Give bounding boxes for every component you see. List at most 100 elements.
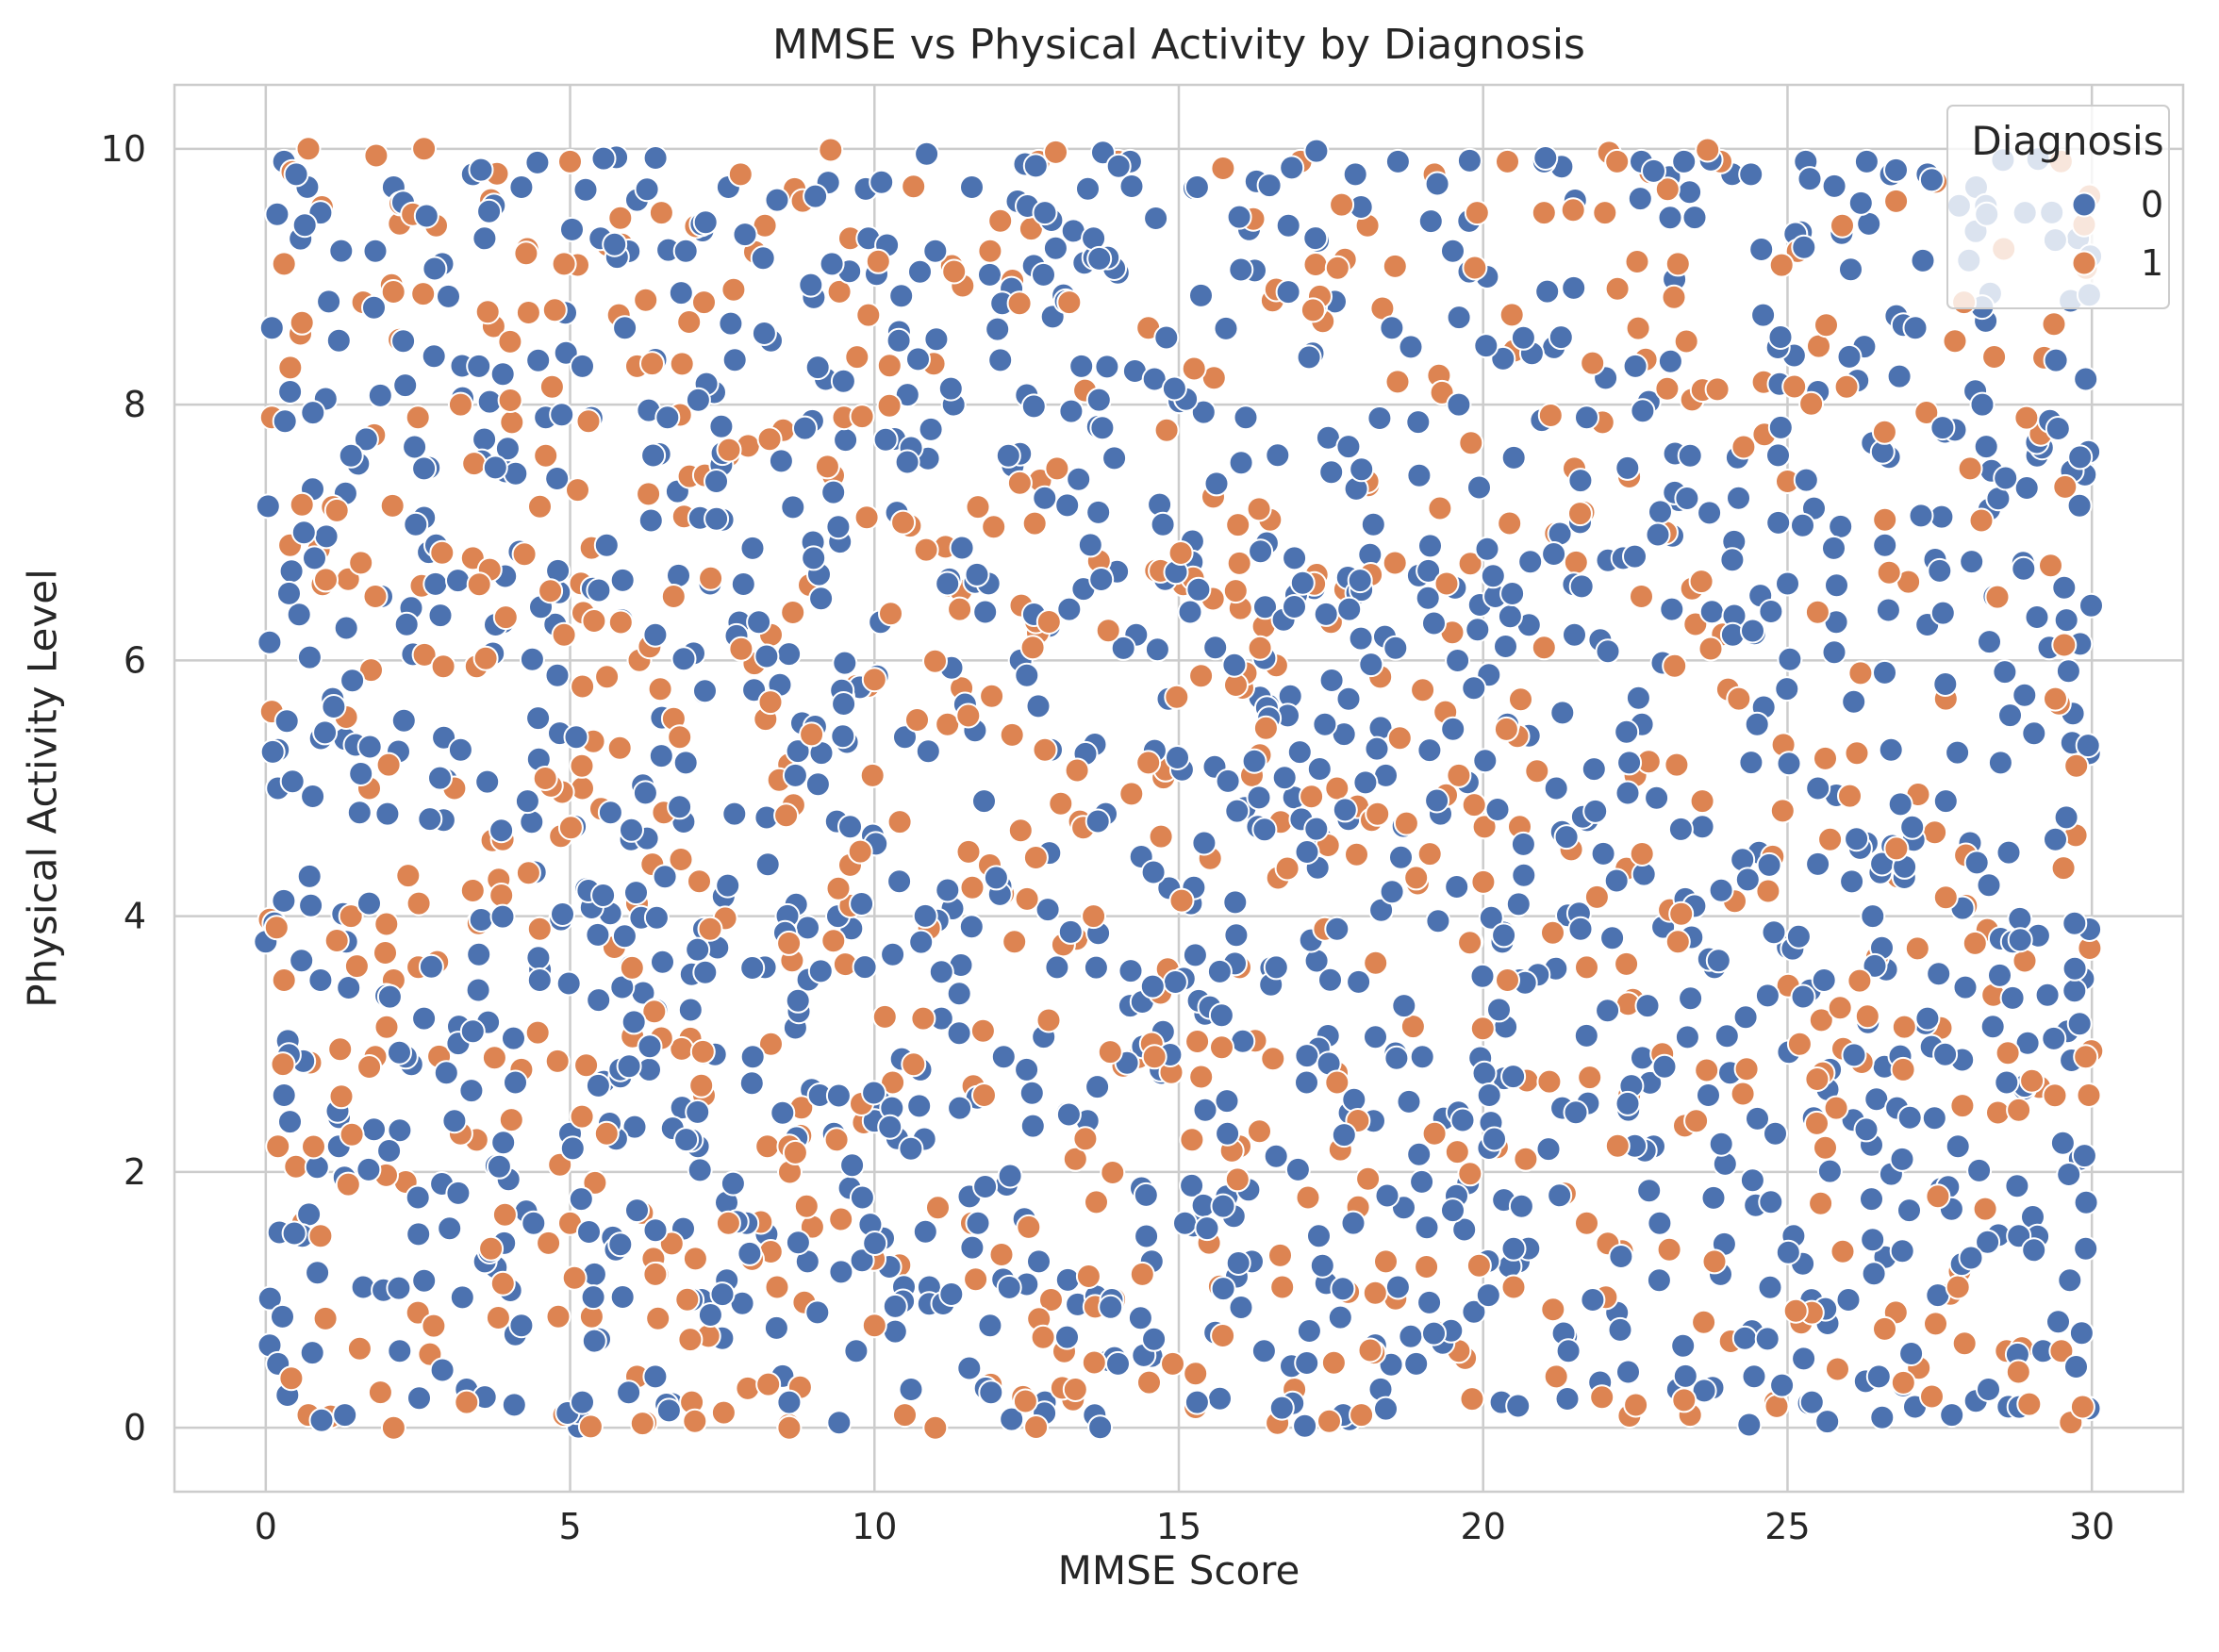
scatter-point-diagnosis-1 [1493, 716, 1519, 742]
scatter-point-diagnosis-0 [393, 611, 420, 637]
scatter-point-diagnosis-1 [1081, 903, 1107, 930]
scatter-point-diagnosis-0 [437, 1215, 463, 1242]
scatter-point-diagnosis-0 [346, 800, 373, 826]
scatter-point-diagnosis-0 [501, 1392, 527, 1418]
scatter-point-diagnosis-0 [1860, 1227, 1886, 1253]
scatter-point-diagnosis-1 [1823, 1095, 1849, 1121]
scatter-point-diagnosis-1 [999, 721, 1025, 748]
scatter-point-diagnosis-1 [1469, 1016, 1496, 1042]
scatter-point-diagnosis-1 [1804, 599, 1830, 625]
scatter-point-diagnosis-0 [1471, 1060, 1498, 1086]
scatter-point-diagnosis-0 [1188, 282, 1214, 308]
scatter-point-diagnosis-0 [1083, 954, 1109, 981]
scatter-point-diagnosis-0 [580, 1284, 606, 1311]
scatter-point-diagnosis-0 [1373, 1396, 1399, 1422]
scatter-point-diagnosis-0 [362, 238, 389, 264]
scatter-point-diagnosis-1 [757, 689, 784, 716]
scatter-point-diagnosis-1 [1804, 1110, 1830, 1136]
scatter-point-diagnosis-0 [1191, 830, 1217, 856]
scatter-point-diagnosis-0 [839, 1152, 866, 1179]
scatter-point-diagnosis-0 [277, 379, 304, 405]
scatter-point-diagnosis-0 [1553, 824, 1580, 851]
scatter-point-diagnosis-1 [1524, 758, 1550, 785]
scatter-point-diagnosis-0 [271, 887, 297, 914]
scatter-point-diagnosis-0 [739, 955, 766, 981]
scatter-point-diagnosis-1 [538, 578, 564, 604]
scatter-point-diagnosis-0 [738, 1070, 765, 1097]
scatter-point-diagnosis-0 [739, 535, 766, 561]
scatter-point-diagnosis-0 [1756, 851, 1782, 878]
scatter-point-diagnosis-0 [1296, 1318, 1322, 1344]
scatter-point-diagnosis-0 [1383, 1045, 1410, 1071]
scatter-point-diagnosis-0 [1616, 750, 1643, 776]
scatter-point-diagnosis-0 [1203, 471, 1230, 497]
scatter-point-diagnosis-1 [557, 148, 583, 174]
scatter-point-diagnosis-0 [1474, 536, 1500, 562]
scatter-point-diagnosis-1 [1499, 302, 1525, 328]
scatter-point-diagnosis-0 [2013, 475, 2040, 501]
scatter-point-diagnosis-0 [465, 977, 491, 1003]
scatter-point-diagnosis-0 [1265, 442, 1291, 469]
scatter-point-diagnosis-0 [776, 1389, 803, 1415]
scatter-point-diagnosis-0 [652, 864, 678, 890]
scatter-point-diagnosis-1 [489, 883, 515, 908]
scatter-point-diagnosis-1 [865, 248, 891, 274]
scatter-point-diagnosis-1 [988, 1242, 1015, 1267]
scatter-point-diagnosis-1 [1833, 373, 1860, 400]
scatter-point-diagnosis-0 [1317, 966, 1343, 993]
scatter-point-diagnosis-0 [544, 466, 571, 491]
scatter-point-diagnosis-0 [1761, 919, 1787, 946]
scatter-point-diagnosis-0 [655, 1397, 682, 1424]
scatter-point-diagnosis-0 [1581, 756, 1607, 783]
scatter-point-diagnosis-1 [2042, 1082, 2068, 1109]
scatter-point-diagnosis-1 [849, 404, 875, 430]
scatter-point-diagnosis-0 [2041, 1025, 2067, 1051]
scatter-point-diagnosis-0 [1275, 212, 1301, 239]
scatter-point-diagnosis-0 [325, 327, 352, 354]
scatter-point-diagnosis-0 [1056, 596, 1083, 622]
scatter-point-diagnosis-0 [1561, 274, 1587, 301]
scatter-point-diagnosis-0 [1744, 711, 1770, 737]
scatter-point-diagnosis-0 [1327, 1304, 1353, 1330]
scatter-point-diagnosis-0 [1358, 652, 1384, 678]
scatter-point-diagnosis-1 [1274, 855, 1300, 882]
scatter-point-diagnosis-1 [1883, 835, 1910, 862]
scatter-point-diagnosis-0 [1993, 465, 2019, 491]
scatter-point-diagnosis-0 [1473, 333, 1499, 359]
scatter-point-diagnosis-1 [1574, 954, 1599, 981]
scatter-point-diagnosis-0 [1732, 1004, 1759, 1031]
scatter-point-diagnosis-1 [910, 1005, 936, 1032]
scatter-point-diagnosis-0 [1741, 1363, 1767, 1390]
scatter-point-diagnosis-0 [1678, 985, 1704, 1012]
scatter-point-diagnosis-0 [886, 868, 913, 895]
scatter-point-diagnosis-1 [606, 735, 633, 761]
scatter-point-diagnosis-0 [1932, 788, 1959, 815]
scatter-point-diagnosis-0 [289, 948, 315, 974]
scatter-point-diagnosis-1 [1949, 1093, 1976, 1119]
scatter-point-diagnosis-0 [1910, 247, 1936, 273]
scatter-point-diagnosis-0 [1486, 997, 1512, 1023]
scatter-point-diagnosis-0 [1767, 414, 1794, 440]
scatter-point-diagnosis-0 [648, 743, 674, 769]
scatter-point-diagnosis-0 [1446, 305, 1472, 331]
scatter-point-diagnosis-1 [1022, 845, 1049, 870]
scatter-point-diagnosis-0 [785, 987, 811, 1014]
scatter-point-diagnosis-0 [642, 145, 669, 171]
scatter-point-diagnosis-0 [746, 609, 772, 636]
scatter-point-diagnosis-1 [710, 1399, 737, 1426]
scatter-point-diagnosis-1 [411, 641, 438, 668]
scatter-point-diagnosis-0 [624, 1198, 650, 1224]
scatter-point-diagnosis-1 [642, 1261, 669, 1287]
scatter-point-diagnosis-0 [1094, 354, 1120, 380]
scatter-point-diagnosis-1 [660, 584, 687, 609]
scatter-point-diagnosis-0 [572, 176, 599, 203]
scatter-point-diagnosis-1 [485, 1305, 511, 1330]
scatter-point-diagnosis-0 [2034, 982, 2061, 1008]
scatter-point-diagnosis-0 [2055, 658, 2081, 685]
scatter-point-diagnosis-0 [1748, 237, 1775, 262]
scatter-point-diagnosis-1 [687, 868, 712, 895]
scatter-point-diagnosis-0 [1127, 1305, 1153, 1331]
scatter-point-diagnosis-1 [1019, 635, 1046, 661]
scatter-point-diagnosis-0 [321, 694, 347, 719]
scatter-point-diagnosis-0 [1608, 1244, 1634, 1269]
